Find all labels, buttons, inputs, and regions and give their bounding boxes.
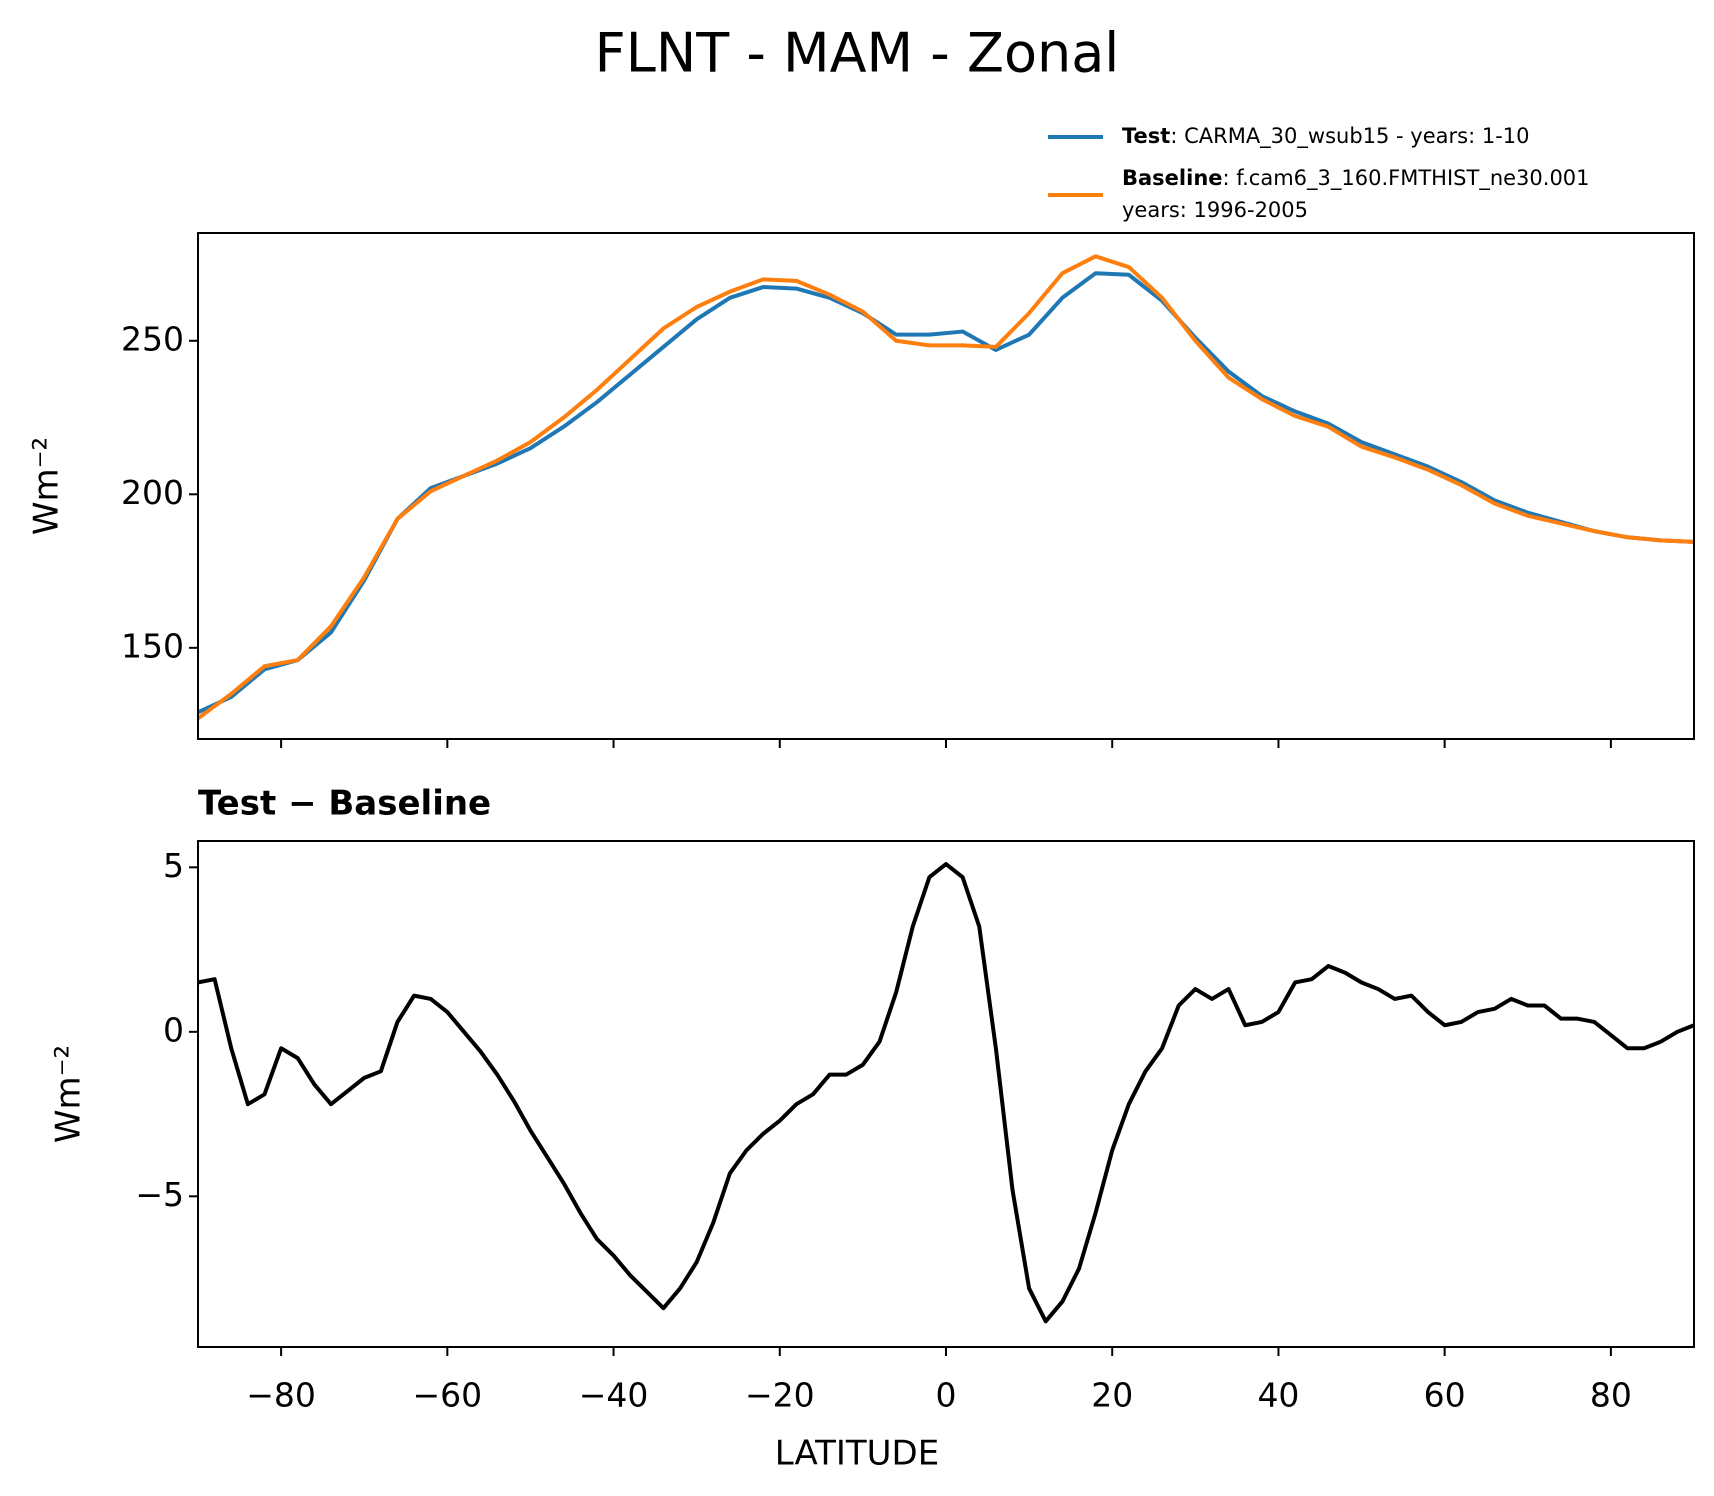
x-tick-label: 20 <box>1091 1376 1133 1415</box>
legend-description: : CARMA_30_wsub15 - years: 1-10 <box>1170 124 1529 149</box>
y-tick-label: 5 <box>163 846 184 885</box>
series-line <box>198 254 1694 721</box>
x-tick-label: 0 <box>936 1376 957 1415</box>
x-tick-label: −60 <box>413 1376 483 1415</box>
x-tick-label: 60 <box>1424 1376 1466 1415</box>
x-tick-label: −20 <box>745 1376 815 1415</box>
legend-description: years: 1996-2005 <box>1122 198 1308 222</box>
legend-name: Test <box>1122 124 1170 148</box>
y-axis-label: Wm⁻² <box>27 437 67 535</box>
y-tick-label: 150 <box>121 626 184 665</box>
y-tick-label: 200 <box>121 473 184 512</box>
y-tick-label: 250 <box>121 319 184 358</box>
x-tick-label: −80 <box>246 1376 316 1415</box>
y-tick-label: −5 <box>135 1175 184 1214</box>
plot-frame <box>197 232 1695 740</box>
plot-frame <box>197 840 1695 1348</box>
series-line <box>198 862 1694 1324</box>
legend-description: : f.cam6_3_160.FMTHIST_ne30.001 <box>1223 166 1590 191</box>
series-line <box>198 271 1694 715</box>
x-tick-label: 80 <box>1590 1376 1632 1415</box>
x-tick-label: 40 <box>1257 1376 1299 1415</box>
legend-name: Baseline <box>1122 166 1223 190</box>
y-axis-label: Wm⁻² <box>49 1045 89 1143</box>
subplot-title: Test − Baseline <box>198 784 491 824</box>
y-tick-label: 0 <box>163 1010 184 1049</box>
figure-title: FLNT - MAM - Zonal <box>595 22 1120 85</box>
x-axis-label: LATITUDE <box>775 1434 939 1474</box>
legend-entry: Baseline: f.cam6_3_160.FMTHIST_ne30.001 <box>1122 166 1590 191</box>
legend-entry: Test: CARMA_30_wsub15 - years: 1-10 <box>1122 124 1530 149</box>
x-tick-label: −40 <box>579 1376 649 1415</box>
